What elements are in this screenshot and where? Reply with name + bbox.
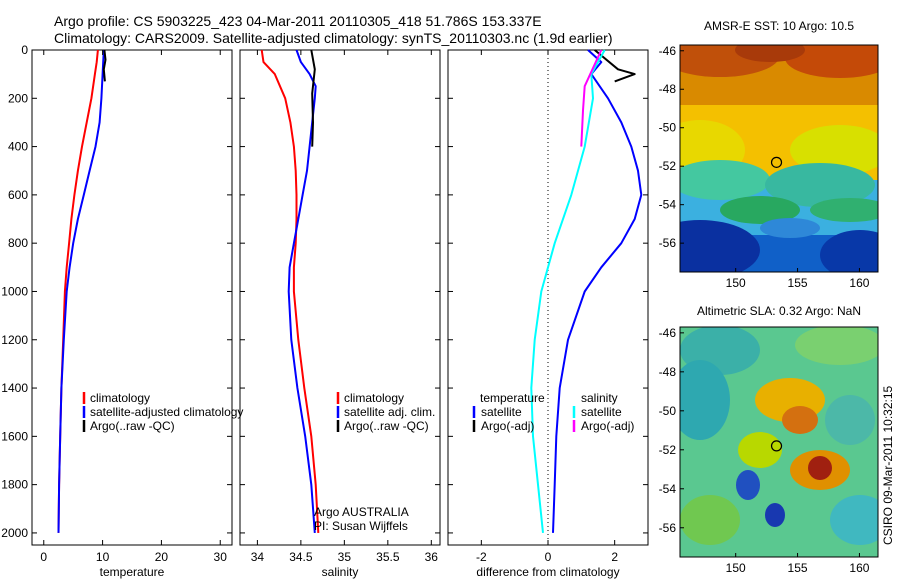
legend-label: Argo(..raw -QC) [344,419,429,433]
series-line-blue [552,49,643,533]
temperature-plot: 0 10 20 30 temperature 0 200 400 600 800 1000 1200 1… [1,43,232,579]
salinity-plot: 34 34.5 35 35.5 36 salinity [240,49,440,579]
sla-map-title: Altimetric SLA: 0.32 Argo: NaN [697,304,861,318]
temperature-axes [31,49,233,546]
figure-title: Argo profile: CS 5903225_423 04-Mar-2011… [54,13,542,29]
map-y-tick-label: -52 [659,159,677,173]
y-tick-label: 0 [21,43,28,57]
legend-label: Argo(-adj) [581,419,634,433]
x-tick-label: 10 [96,550,110,564]
x-tick-label: -2 [476,550,487,564]
map-x-tick-label: 155 [788,276,808,290]
series-line-red [57,49,99,533]
salinity-axes [239,49,441,546]
sst-map-title: AMSR-E SST: 10 Argo: 10.5 [704,19,854,33]
salinity-legend: climatology satellite adj. clim. Argo(..… [314,391,435,533]
x-tick-label: 2 [611,550,618,564]
map-y-tick-label: -46 [659,44,677,58]
legend-label: satellite-adjusted climatology [90,405,243,419]
map-x-tick-label: 150 [726,276,746,290]
legend-label: climatology [344,391,404,405]
series-line-cyan [530,49,606,534]
argo-float-marker [770,440,783,452]
map-x-tick-label: 155 [788,561,808,575]
series-line-black [102,49,107,82]
x-tick-label: 35 [338,550,352,564]
x-tick-label: 36 [425,550,439,564]
sla-heatmap [680,327,878,557]
map-x-tick-label: 150 [726,561,746,575]
principal-investigator-note: PI: Susan Wijffels [314,519,408,533]
x-tick-label: 34.5 [289,550,313,564]
sst-heatmap [680,45,878,272]
legend-label: satellite [481,405,522,419]
legend-header-salinity: salinity [581,391,618,405]
y-tick-label: 200 [8,91,28,105]
y-tick-label: 2000 [1,526,28,540]
legend-label: climatology [90,391,150,405]
map-y-tick-label: -56 [659,521,677,535]
x-tick-label: 0 [545,550,552,564]
x-axis-label: temperature [100,565,165,579]
map-y-tick-label: -50 [659,121,677,135]
float-program-note: Argo AUSTRALIA [314,505,409,519]
map-y-tick-label: -48 [659,365,677,379]
series-line-blue [57,49,105,533]
series-line-red [260,49,320,533]
sst-map-frame [679,44,879,273]
series-line-magenta [580,49,603,147]
temperature-legend: climatology satellite-adjusted climatolo… [82,391,243,433]
series-line-blue [287,49,317,533]
y-tick-label: 400 [8,140,28,154]
x-axis-label: salinity [322,565,359,579]
argo-float-marker [770,156,783,168]
x-tick-label: 35.5 [376,550,400,564]
x-tick-label: 30 [214,550,228,564]
legend-header-temperature: temperature [480,391,545,405]
legend-label: satellite [581,405,622,419]
figure-subtitle: Climatology: CARS2009. Satellite-adjuste… [54,30,612,46]
x-tick-label: 0 [40,550,47,564]
map-x-tick-label: 160 [849,276,869,290]
map-y-tick-label: -48 [659,82,677,96]
map-y-tick-label: -50 [659,404,677,418]
y-tick-label: 800 [8,236,28,250]
map-y-tick-label: -54 [659,482,677,496]
y-tick-label: 1200 [1,333,28,347]
series-line-black [594,49,636,83]
map-y-tick-label: -52 [659,443,677,457]
difference-legend: temperature salinity satellite Argo(-adj… [472,391,634,433]
legend-label: Argo(-adj) [481,419,534,433]
map-x-tick-label: 160 [849,561,869,575]
y-tick-label: 1600 [1,429,28,443]
y-tick-label: 1400 [1,381,28,395]
sla-map-frame [679,326,879,558]
series-line-black [310,49,316,147]
map-axes: 150 155 160 -46 -48 -50 -52 -54 -56 150 155 160 -46 -… [659,44,870,575]
x-tick-label: 34 [251,550,265,564]
timestamp-note: CSIRO 09-Mar-2011 10:32:15 [881,385,895,545]
y-tick-label: 1800 [1,478,28,492]
map-y-tick-label: -54 [659,198,677,212]
x-tick-label: 20 [155,550,169,564]
x-axis-label: difference from climatology [476,565,619,579]
legend-label: Argo(..raw -QC) [90,419,175,433]
map-y-tick-label: -46 [659,326,677,340]
legend-label: satellite adj. clim. [344,405,435,419]
map-y-tick-label: -56 [659,236,677,250]
y-tick-label: 600 [8,188,28,202]
y-tick-label: 1000 [1,284,28,298]
